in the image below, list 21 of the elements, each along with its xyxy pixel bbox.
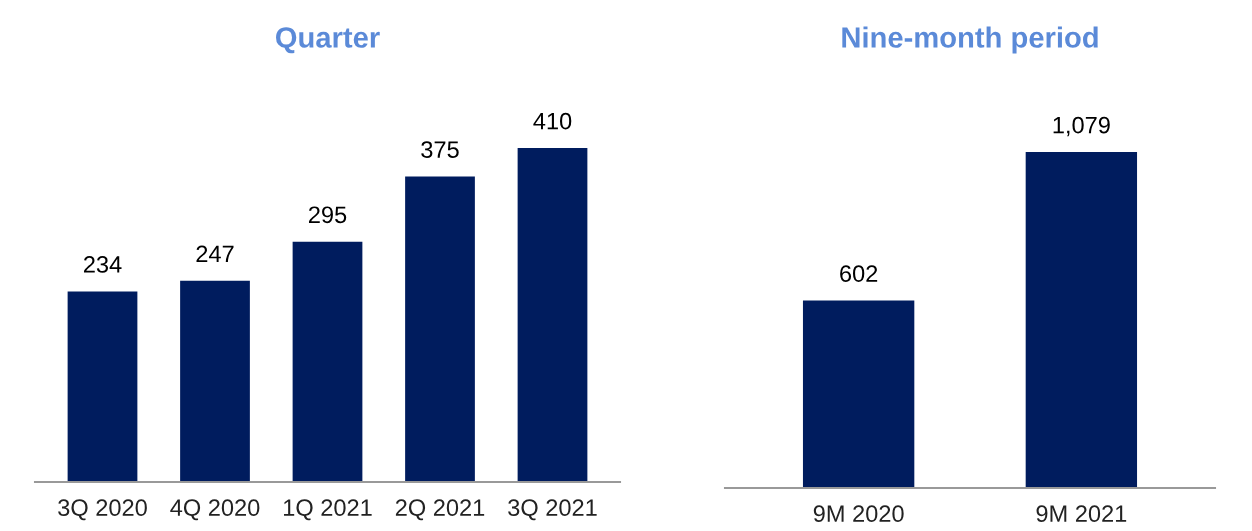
bar <box>517 148 588 482</box>
chart-title: Quarter <box>276 27 380 54</box>
bar <box>180 280 250 482</box>
data-label: 410 <box>533 112 572 130</box>
chart-title: Nine-month period <box>842 26 1098 54</box>
x-tick-label: 3Q 2021 <box>508 499 597 521</box>
x-tick-label: 9M 2021 <box>1036 505 1127 523</box>
bar <box>292 241 363 482</box>
data-label: 375 <box>421 141 459 158</box>
data-label: 1,079 <box>1053 116 1110 137</box>
x-tick-label: 9M 2020 <box>813 505 904 523</box>
data-label: 247 <box>196 245 234 262</box>
bar <box>405 176 475 482</box>
data-label: 602 <box>840 265 878 282</box>
bar <box>67 291 138 482</box>
x-tick-label: 4Q 2020 <box>170 499 260 521</box>
data-label: 295 <box>308 206 347 224</box>
data-label: 234 <box>83 256 122 273</box>
x-tick-label: 1Q 2021 <box>284 499 372 521</box>
x-tick-label: 3Q 2020 <box>58 499 147 521</box>
x-tick-label: 2Q 2021 <box>395 499 485 521</box>
